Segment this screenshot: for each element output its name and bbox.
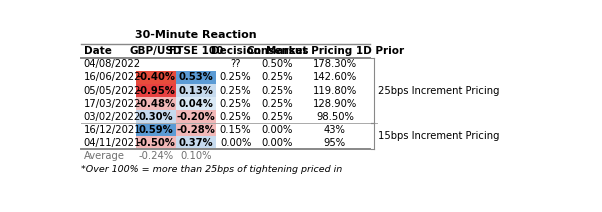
Text: 15bps Increment Pricing: 15bps Increment Pricing xyxy=(377,131,499,141)
Text: ??: ?? xyxy=(231,59,241,69)
Text: 0.25%: 0.25% xyxy=(220,112,252,122)
Text: -0.48%: -0.48% xyxy=(136,99,175,109)
Bar xyxy=(176,136,216,149)
Text: Average: Average xyxy=(84,151,125,161)
Text: 0.25%: 0.25% xyxy=(262,73,293,82)
Text: 95%: 95% xyxy=(324,138,346,148)
Bar xyxy=(135,123,176,136)
Text: 05/05/2022: 05/05/2022 xyxy=(84,85,141,95)
Text: -0.20%: -0.20% xyxy=(177,112,216,122)
Text: -0.95%: -0.95% xyxy=(137,85,175,95)
Text: 04/08/2022: 04/08/2022 xyxy=(84,59,141,69)
Text: 0.25%: 0.25% xyxy=(262,85,293,95)
Text: 0.59%: 0.59% xyxy=(138,125,173,135)
Text: 43%: 43% xyxy=(324,125,346,135)
Text: 128.90%: 128.90% xyxy=(313,99,357,109)
Text: 16/12/2021: 16/12/2021 xyxy=(84,125,141,135)
Bar xyxy=(176,97,216,110)
Bar xyxy=(135,71,176,84)
Bar xyxy=(135,110,176,123)
Text: Date: Date xyxy=(84,46,111,56)
Text: 0.25%: 0.25% xyxy=(262,99,293,109)
Text: 178.30%: 178.30% xyxy=(313,59,357,69)
Text: 0.00%: 0.00% xyxy=(262,125,293,135)
Text: 0.30%: 0.30% xyxy=(138,112,173,122)
Bar xyxy=(135,136,176,149)
Text: 0.25%: 0.25% xyxy=(262,112,293,122)
Text: Market Pricing 1D Prior: Market Pricing 1D Prior xyxy=(266,46,404,56)
Text: 142.60%: 142.60% xyxy=(313,73,357,82)
Text: Decision: Decision xyxy=(211,46,261,56)
Text: 0.13%: 0.13% xyxy=(179,85,214,95)
Text: 03/02/2022: 03/02/2022 xyxy=(84,112,141,122)
Text: 0.10%: 0.10% xyxy=(181,151,212,161)
Bar xyxy=(135,84,176,97)
Bar xyxy=(176,110,216,123)
Text: 17/03/2022: 17/03/2022 xyxy=(84,99,141,109)
Text: FTSE 100: FTSE 100 xyxy=(169,46,223,56)
Text: 25bps Increment Pricing: 25bps Increment Pricing xyxy=(377,85,499,95)
Text: *Over 100% = more than 25bps of tightening priced in: *Over 100% = more than 25bps of tighteni… xyxy=(81,165,343,174)
Text: -0.28%: -0.28% xyxy=(177,125,216,135)
Text: 0.00%: 0.00% xyxy=(220,138,252,148)
Text: 0.15%: 0.15% xyxy=(220,125,252,135)
Text: 30-Minute Reaction: 30-Minute Reaction xyxy=(135,30,257,40)
Text: GBP/USD: GBP/USD xyxy=(129,46,182,56)
Text: 0.53%: 0.53% xyxy=(179,73,214,82)
Bar xyxy=(176,71,216,84)
Text: 0.50%: 0.50% xyxy=(262,59,293,69)
Text: -0.50%: -0.50% xyxy=(137,138,175,148)
Text: 04/11/2021: 04/11/2021 xyxy=(84,138,141,148)
Text: 119.80%: 119.80% xyxy=(313,85,357,95)
Bar xyxy=(135,97,176,110)
Bar xyxy=(176,84,216,97)
Text: 0.25%: 0.25% xyxy=(220,73,252,82)
Text: 98.50%: 98.50% xyxy=(316,112,354,122)
Text: 16/06/2022: 16/06/2022 xyxy=(84,73,141,82)
Text: -0.24%: -0.24% xyxy=(138,151,173,161)
Text: -0.40%: -0.40% xyxy=(136,73,175,82)
Text: 0.37%: 0.37% xyxy=(179,138,214,148)
Text: Consensus: Consensus xyxy=(246,46,309,56)
Text: 0.04%: 0.04% xyxy=(179,99,214,109)
Text: 0.25%: 0.25% xyxy=(220,85,252,95)
Bar xyxy=(176,123,216,136)
Text: 0.25%: 0.25% xyxy=(220,99,252,109)
Text: 0.00%: 0.00% xyxy=(262,138,293,148)
